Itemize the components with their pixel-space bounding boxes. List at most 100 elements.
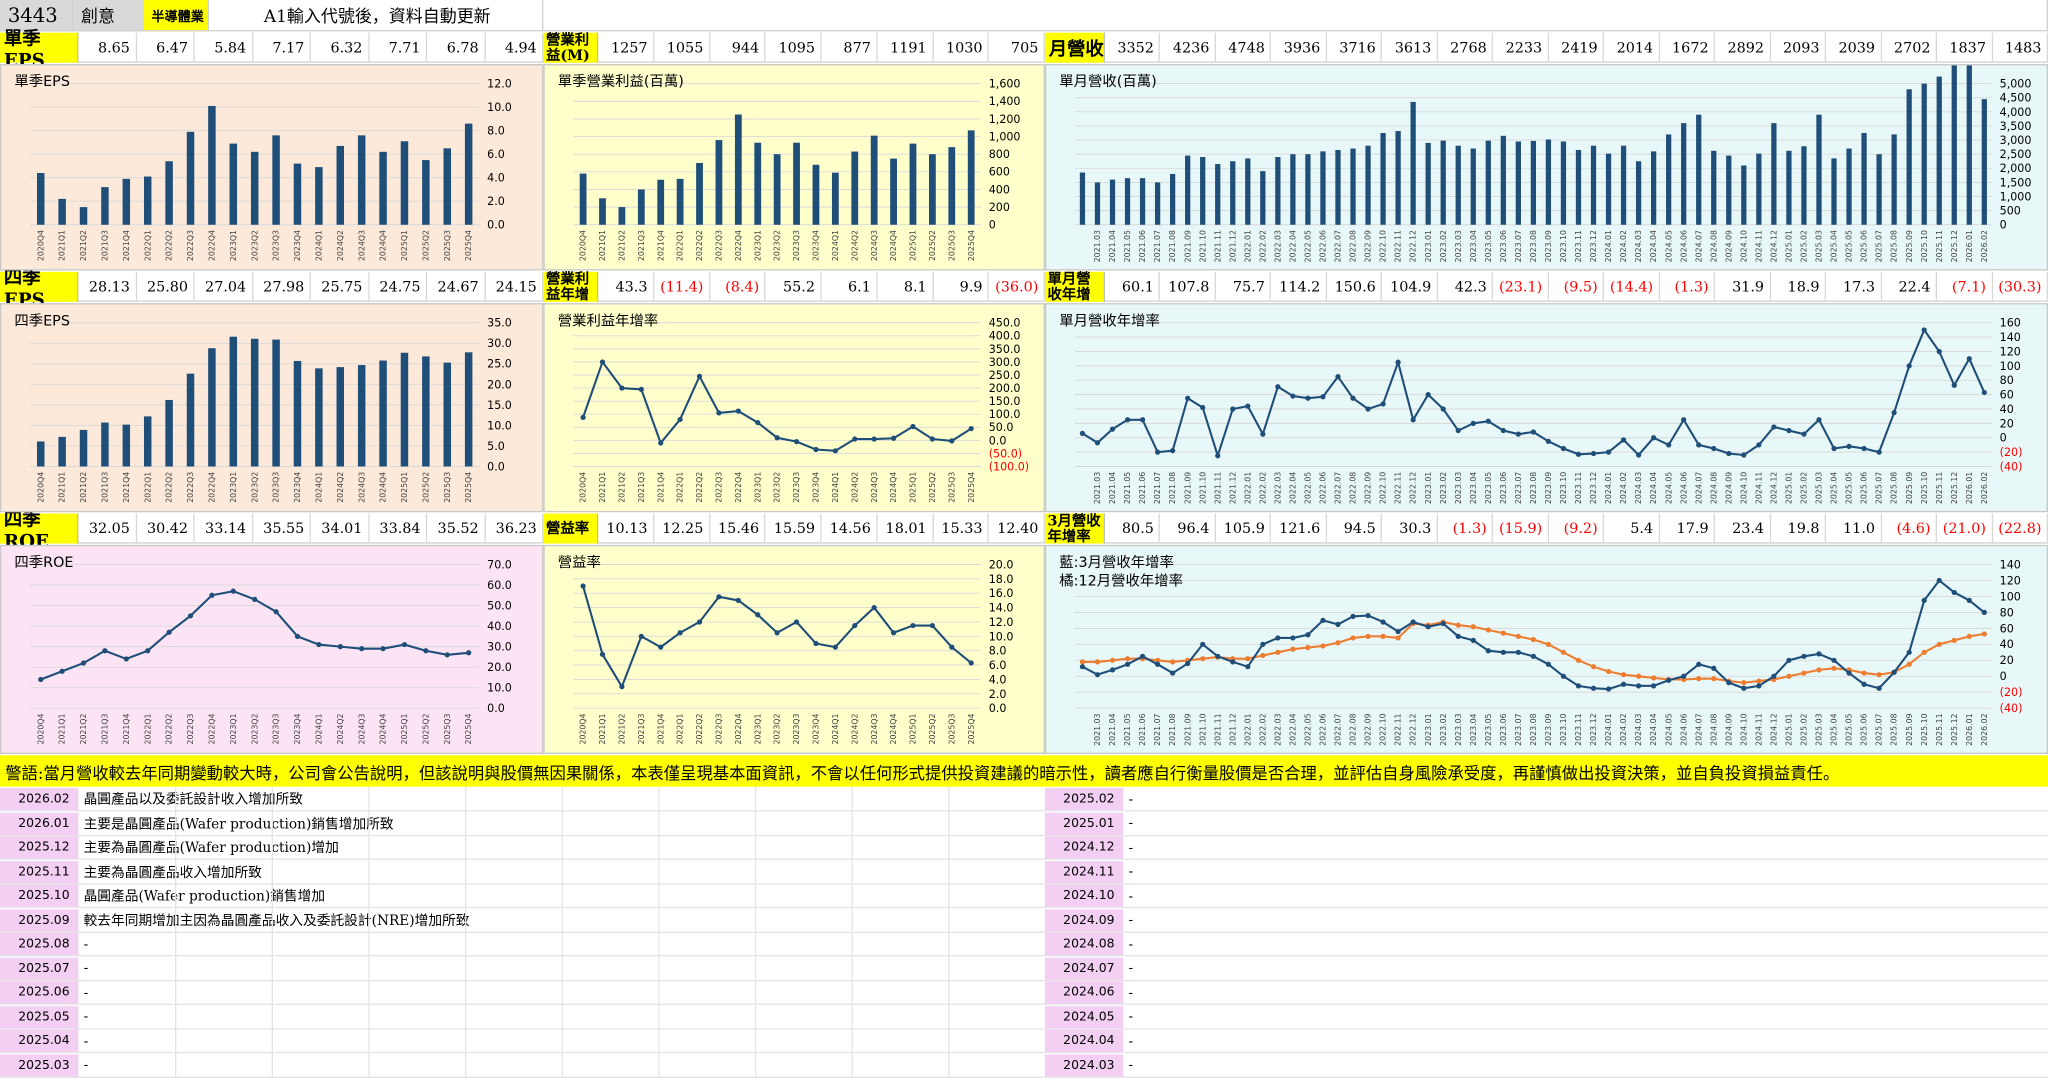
eps-value-cell[interactable]: 35.55 xyxy=(253,513,311,544)
op-value-cell[interactable]: 1095 xyxy=(766,32,822,63)
revenue-value-cell[interactable]: 2702 xyxy=(1882,32,1938,63)
revenue-value-cell[interactable]: (9.2) xyxy=(1549,513,1605,544)
eps-value-cell[interactable]: 34.01 xyxy=(311,513,369,544)
eps-value-cell[interactable]: 27.98 xyxy=(253,271,311,302)
revenue-value-cell[interactable]: 5.4 xyxy=(1604,513,1660,544)
chart-panel-roe[interactable]: 70.0 60.0 50.0 40.0 30.0 20.0 10.0 0.0 2020Q4 202… xyxy=(0,544,544,754)
revenue-value-cell[interactable]: 42.3 xyxy=(1438,271,1494,302)
eps-value-cell[interactable]: 28.13 xyxy=(78,271,137,302)
industry-cell[interactable]: 半導體業 xyxy=(143,0,209,32)
revenue-value-cell[interactable]: 18.9 xyxy=(1771,271,1827,302)
op-value-cell[interactable]: (36.0) xyxy=(989,271,1045,302)
op-value-cell[interactable]: 12.25 xyxy=(654,513,710,544)
note-row[interactable]: 2025.02- xyxy=(1044,787,2048,812)
note-row[interactable]: 2024.05- xyxy=(1044,1005,2048,1030)
revenue-value-cell[interactable]: 30.3 xyxy=(1382,513,1438,544)
revenue-value-cell[interactable]: 1483 xyxy=(1993,32,2048,63)
note-row[interactable]: 2025.03- xyxy=(0,1053,1045,1078)
note-row[interactable]: 2025.12 主要為晶圓產品(Wafer production)增加 xyxy=(0,836,1045,861)
eps-value-cell[interactable]: 4.94 xyxy=(485,32,544,63)
eps-value-cell[interactable]: 7.71 xyxy=(369,32,428,63)
revenue-value-cell[interactable]: 104.9 xyxy=(1382,271,1438,302)
stock-code-cell[interactable]: 3443 xyxy=(0,0,74,32)
revenue-value-cell[interactable]: (21.0) xyxy=(1937,513,1993,544)
revenue-value-cell[interactable]: 1837 xyxy=(1937,32,1993,63)
revenue-value-cell[interactable]: (7.1) xyxy=(1937,271,1993,302)
note-row[interactable]: 2024.09- xyxy=(1044,908,2048,933)
revenue-value-cell[interactable]: 2419 xyxy=(1549,32,1605,63)
op-value-cell[interactable]: 1257 xyxy=(598,32,655,63)
revenue-value-cell[interactable]: 60.1 xyxy=(1105,271,1161,302)
eps-value-cell[interactable]: 27.04 xyxy=(195,271,253,302)
revenue-value-cell[interactable]: 23.4 xyxy=(1715,513,1771,544)
op-row-label[interactable]: 營業利益(M) xyxy=(543,31,599,63)
op-value-cell[interactable]: 43.3 xyxy=(598,271,655,302)
chart-panel-eps-q[interactable]: 12.0 10.0 8.0 6.0 4.0 2.0 0.0 2020Q4 2021Q1 2021Q… xyxy=(0,64,544,271)
eps-value-cell[interactable]: 6.47 xyxy=(136,32,195,63)
chart-panel-rev-yoy[interactable]: 160 140 120 100 80 60 40 20 0 (20) (40) 2021.03 2021… xyxy=(1044,303,2048,513)
revenue-value-cell[interactable]: 3352 xyxy=(1105,32,1161,63)
note-row[interactable]: 2024.03- xyxy=(1044,1053,2048,1078)
chart-panel-op-yoy[interactable]: 450.0 400.0 350.0 300.0 250.0 200.0 150.0 100.0… xyxy=(543,303,1045,513)
note-row[interactable]: 2025.09 較去年同期增加主因為晶圓產品收入及委託設計(NRE)增加所致 xyxy=(0,908,1045,933)
revenue-value-cell[interactable]: 4236 xyxy=(1160,32,1216,63)
op-value-cell[interactable]: (8.4) xyxy=(710,271,766,302)
op-value-cell[interactable]: 55.2 xyxy=(766,271,822,302)
revenue-row-label[interactable]: 3月營收年增率 xyxy=(1044,512,1105,544)
eps-value-cell[interactable]: 6.32 xyxy=(311,32,369,63)
op-value-cell[interactable]: 877 xyxy=(822,32,878,63)
eps-row-label[interactable]: 四季ROE xyxy=(0,509,79,552)
revenue-value-cell[interactable]: 75.7 xyxy=(1216,271,1272,302)
revenue-value-cell[interactable]: 94.5 xyxy=(1327,513,1383,544)
note-row[interactable]: 2026.02 晶圓產品以及委託設計收入增加所致 xyxy=(0,787,1045,812)
revenue-value-cell[interactable]: 105.9 xyxy=(1216,513,1272,544)
op-value-cell[interactable]: 15.59 xyxy=(766,513,822,544)
chart-panel-rev-3m-12m[interactable]: 140 120 100 80 60 40 20 0 (20) (40) 2021.03 2021.04… xyxy=(1044,544,2048,754)
note-row[interactable]: 2024.12- xyxy=(1044,836,2048,861)
revenue-value-cell[interactable]: 3936 xyxy=(1271,32,1327,63)
revenue-value-cell[interactable]: 107.8 xyxy=(1160,271,1216,302)
op-value-cell[interactable]: 12.40 xyxy=(989,513,1045,544)
note-row[interactable]: 2024.08- xyxy=(1044,932,2048,957)
eps-value-cell[interactable]: 24.75 xyxy=(369,271,428,302)
revenue-value-cell[interactable]: 2014 xyxy=(1604,32,1660,63)
op-value-cell[interactable]: 15.46 xyxy=(710,513,766,544)
note-row[interactable]: 2024.11- xyxy=(1044,860,2048,885)
op-value-cell[interactable]: 1055 xyxy=(654,32,710,63)
revenue-value-cell[interactable]: 2768 xyxy=(1438,32,1494,63)
op-row-label[interactable]: 營業利益年增 xyxy=(543,270,599,302)
revenue-value-cell[interactable]: 2039 xyxy=(1826,32,1882,63)
eps-value-cell[interactable]: 36.23 xyxy=(485,513,544,544)
revenue-row-label[interactable]: 單月營收年增 xyxy=(1044,270,1105,302)
eps-value-cell[interactable]: 8.65 xyxy=(78,32,137,63)
op-value-cell[interactable]: 6.1 xyxy=(822,271,878,302)
company-name-cell[interactable]: 創意 xyxy=(73,0,144,32)
revenue-value-cell[interactable]: (22.8) xyxy=(1993,513,2048,544)
eps-value-cell[interactable]: 7.17 xyxy=(253,32,311,63)
eps-value-cell[interactable]: 24.15 xyxy=(485,271,544,302)
revenue-value-cell[interactable]: 11.0 xyxy=(1826,513,1882,544)
op-value-cell[interactable]: (11.4) xyxy=(654,271,710,302)
revenue-value-cell[interactable]: 4748 xyxy=(1216,32,1272,63)
eps-value-cell[interactable]: 6.78 xyxy=(427,32,486,63)
revenue-value-cell[interactable]: 2892 xyxy=(1715,32,1771,63)
revenue-value-cell[interactable]: 150.6 xyxy=(1327,271,1383,302)
revenue-value-cell[interactable]: 121.6 xyxy=(1271,513,1327,544)
eps-value-cell[interactable]: 5.84 xyxy=(195,32,253,63)
op-value-cell[interactable]: 10.13 xyxy=(598,513,655,544)
op-value-cell[interactable]: 18.01 xyxy=(877,513,934,544)
revenue-value-cell[interactable]: (1.3) xyxy=(1438,513,1494,544)
chart-panel-rev-m[interactable]: 5,000 4,500 4,000 3,500 3,000 2,500 2,000 1,500… xyxy=(1044,64,2048,271)
op-value-cell[interactable]: 1030 xyxy=(933,32,990,63)
revenue-value-cell[interactable]: 3613 xyxy=(1382,32,1438,63)
note-row[interactable]: 2025.05- xyxy=(0,1005,1045,1030)
op-value-cell[interactable]: 9.9 xyxy=(933,271,990,302)
note-row[interactable]: 2025.11 主要為晶圓產品收入增加所致 xyxy=(0,860,1045,885)
op-row-label[interactable]: 營益率 xyxy=(543,513,599,544)
eps-row-label[interactable]: 四季EPS xyxy=(0,267,79,310)
revenue-value-cell[interactable]: 19.8 xyxy=(1771,513,1827,544)
revenue-row-label[interactable]: 月營收 xyxy=(1044,32,1105,63)
op-value-cell[interactable]: 944 xyxy=(710,32,766,63)
revenue-value-cell[interactable]: 31.9 xyxy=(1715,271,1771,302)
note-cell[interactable]: A1輸入代號後，資料自動更新 xyxy=(208,0,544,32)
